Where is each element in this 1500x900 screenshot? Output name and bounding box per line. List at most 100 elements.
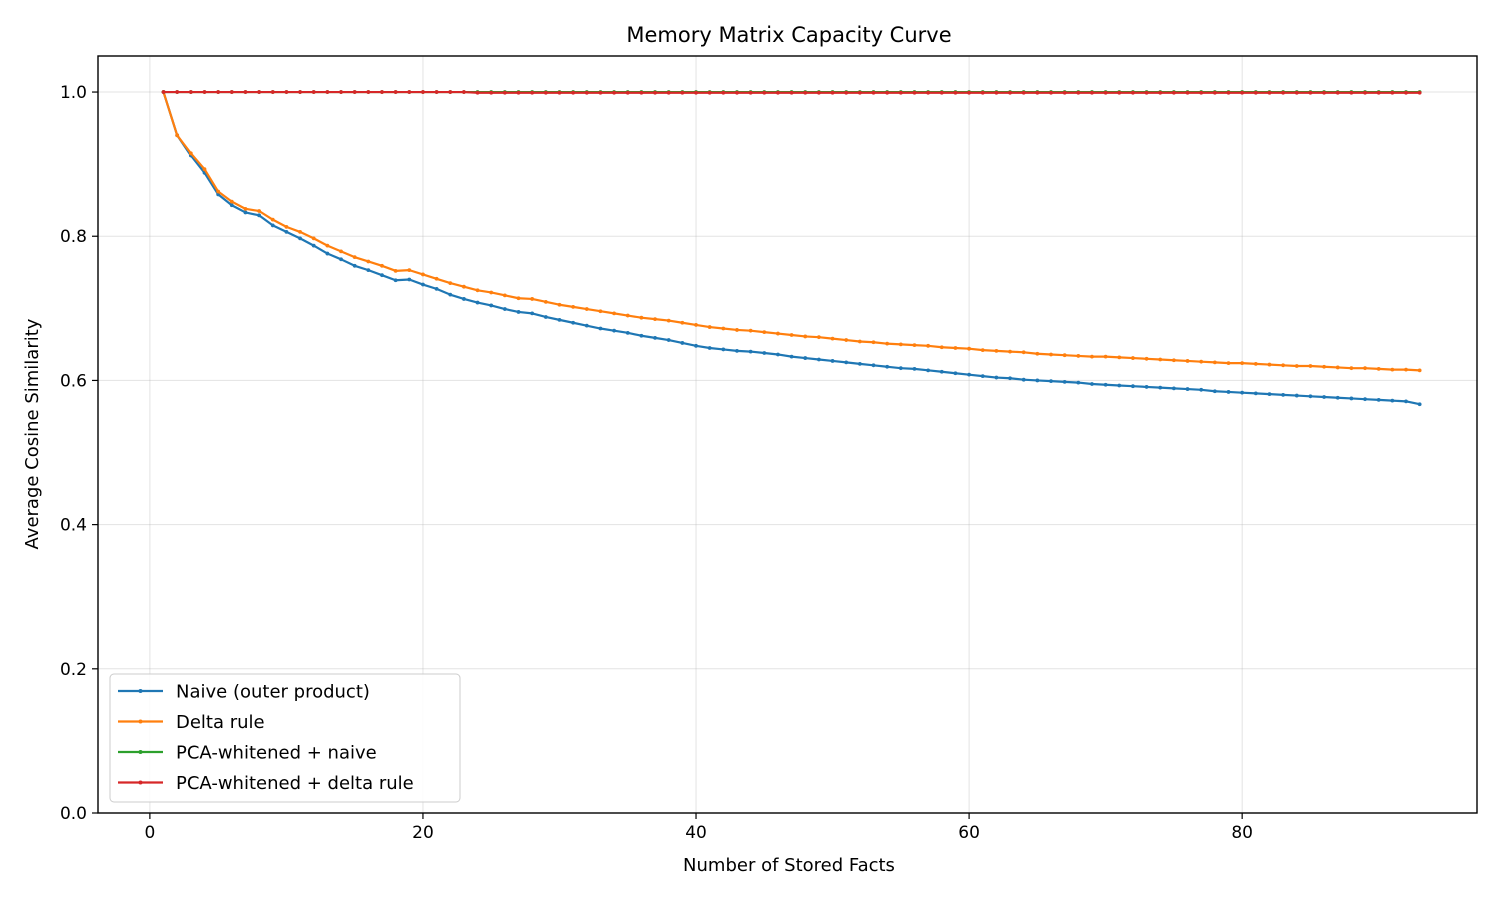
data-point [680,90,685,95]
data-point [216,90,221,94]
series-1 [161,90,1422,407]
legend-label: PCA-whitened + naive [176,743,377,764]
data-point [953,346,958,350]
data-point [1376,90,1381,95]
legend-item: Naive (outer product) [118,682,370,703]
data-point [1199,90,1204,95]
data-point [1021,90,1026,95]
data-point [325,90,330,94]
data-point [694,90,698,95]
data-point [789,354,794,359]
data-point [1417,90,1422,95]
data-point [284,230,289,234]
legend-label: PCA-whitened + delta rule [176,773,414,794]
data-point [1349,90,1354,95]
data-point [1294,393,1299,398]
data-point [175,133,180,138]
data-point [1226,361,1231,366]
data-point [270,217,275,222]
data-point [311,243,316,248]
data-point [380,90,384,94]
data-point [1322,90,1326,95]
plot-area-frame [97,55,1478,814]
data-point [1376,397,1381,402]
x-axis-title: Number of Stored Facts [683,855,895,876]
data-point [1035,378,1040,383]
data-point [352,263,357,268]
data-point [1349,396,1354,401]
data-point [735,328,739,332]
data-point [1117,355,1122,360]
data-point [680,341,685,345]
data-point [1253,90,1258,95]
data-point [926,90,931,95]
data-point [1035,351,1040,356]
y-tick-label: 0.4 [60,516,87,536]
data-point [243,210,248,215]
data-point [462,297,466,301]
data-point [1308,90,1313,95]
data-point [776,352,780,357]
data-point [339,90,343,94]
legend: Naive (outer product) Delta rule PCA-white… [109,673,461,803]
legend-marker [138,780,143,785]
data-point [257,213,262,218]
data-point [380,273,384,278]
data-point [1158,385,1163,390]
data-point [1294,90,1299,95]
data-point [612,90,616,95]
data-point [1253,361,1258,366]
legend-marker [138,689,143,693]
data-point [243,90,248,94]
data-point [202,167,207,172]
x-tick-label: 40 [685,823,707,843]
data-point [1308,364,1313,368]
data-point [1062,353,1067,358]
data-point [653,317,657,322]
data-point [489,303,494,308]
data-point [462,90,466,94]
data-point [1417,402,1422,407]
data-point [598,309,603,314]
data-point [789,90,794,95]
data-point [598,326,603,331]
data-point [516,310,521,314]
data-point [530,90,535,95]
data-point [721,326,726,331]
data-point [1363,397,1367,402]
data-point [434,276,439,281]
data-point [475,300,480,305]
data-point [830,336,835,341]
data-point [571,320,576,325]
data-point [898,342,903,347]
data-point [912,366,917,371]
data-point [571,90,576,95]
data-point [1404,90,1408,95]
data-point [1090,382,1094,386]
data-point [1158,357,1163,362]
data-point [584,90,589,95]
data-point [516,90,521,95]
data-point [625,330,630,335]
data-point [1335,365,1340,370]
data-point [1049,352,1053,357]
data-point [625,90,630,95]
data-point [707,325,712,329]
data-point [1281,363,1286,368]
data-point [612,311,616,316]
data-point [393,278,398,283]
data-point [393,268,398,273]
data-point [912,90,917,95]
data-point [325,243,330,248]
data-point [1212,90,1217,95]
data-point [188,151,193,156]
data-point [1103,90,1108,95]
data-point [352,90,357,94]
data-point [885,341,890,346]
data-point [175,90,180,94]
data-point [366,268,371,273]
data-point [1144,385,1149,389]
data-point [1062,379,1067,384]
data-point [1131,90,1135,95]
data-point [748,90,753,95]
